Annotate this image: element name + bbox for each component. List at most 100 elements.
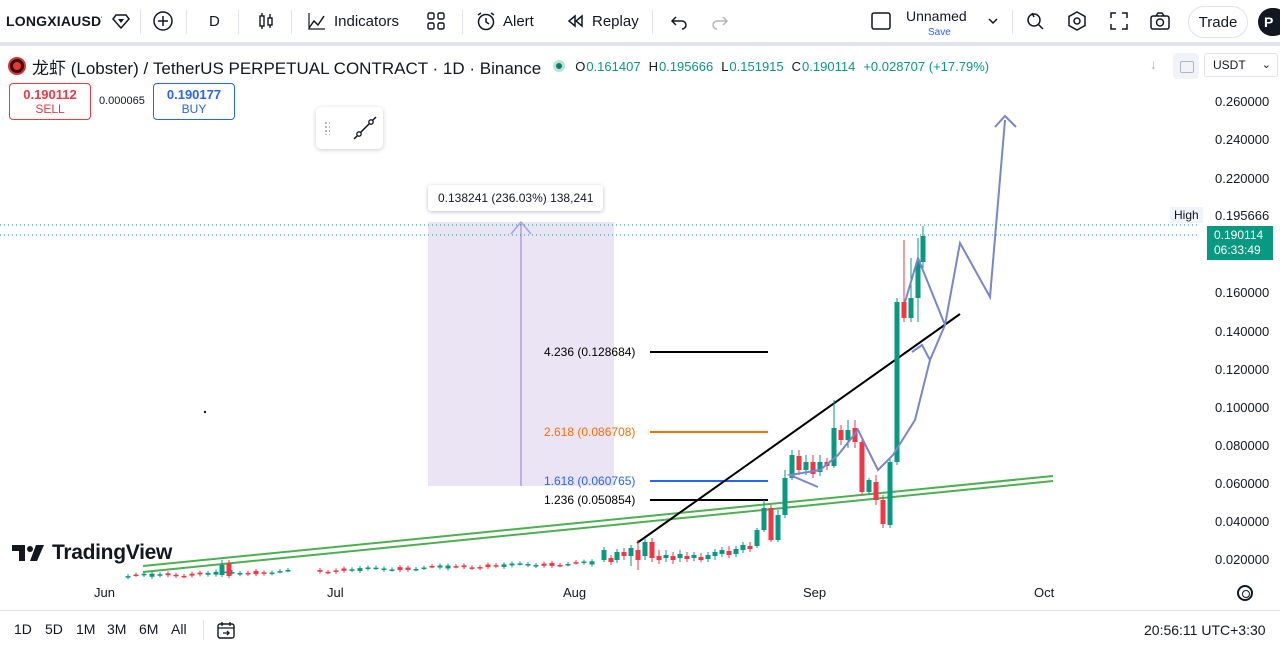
candle-body xyxy=(477,567,483,569)
range-1m[interactable]: 1M xyxy=(76,621,96,637)
candle-body xyxy=(810,462,816,474)
channel-line-upper[interactable] xyxy=(142,475,1054,567)
spread-value: 0.000065 xyxy=(99,95,145,107)
fullscreen-icon[interactable] xyxy=(1104,0,1134,42)
symbol-title[interactable]: 龙虾 (Lobster) / TetherUS PERPETUAL CONTRA… xyxy=(32,58,542,78)
open-value: 0.161407 xyxy=(586,58,641,74)
date-range-icon[interactable] xyxy=(215,619,237,641)
candle-body xyxy=(608,558,614,562)
redo-icon[interactable] xyxy=(705,0,735,42)
currency-selector[interactable]: USDT ⌄ xyxy=(1204,53,1278,77)
fib-label-1618: 1.618 (0.060765) xyxy=(544,474,636,488)
symbol-search-button[interactable]: LONGXIAUSDT xyxy=(6,13,102,29)
price-tick: 0.020000 xyxy=(1215,552,1270,567)
candle-body xyxy=(866,480,872,492)
chart-legend: 龙虾 (Lobster) / TetherUS PERPETUAL CONTRA… xyxy=(8,54,997,78)
price-tick: 0.240000 xyxy=(1215,132,1270,147)
candle-body xyxy=(493,565,499,567)
candle-body xyxy=(317,569,323,572)
bar-countdown: 06:33:49 xyxy=(1214,243,1261,257)
candle-body xyxy=(469,567,475,569)
candle-body xyxy=(533,564,539,567)
candle-body xyxy=(219,565,225,575)
trade-button[interactable]: Trade xyxy=(1188,6,1248,38)
projection-path[interactable] xyxy=(786,119,1006,488)
object-tree-icon[interactable] xyxy=(1173,53,1199,79)
download-arrow-icon[interactable]: ↓ xyxy=(1150,56,1157,72)
layouts-icon[interactable] xyxy=(421,0,451,42)
time-tick: Oct xyxy=(1034,585,1055,600)
candle-body xyxy=(754,530,760,546)
clock[interactable]: 20:56:11 UTC+3:30 xyxy=(1144,622,1266,638)
layout-save-label[interactable]: Save xyxy=(928,27,951,38)
camera-icon[interactable] xyxy=(1145,0,1175,42)
candle-body xyxy=(894,302,900,462)
settings-hexagon-icon[interactable] xyxy=(1062,0,1092,42)
range-5d[interactable]: 5D xyxy=(45,621,63,637)
candle-body xyxy=(747,546,753,549)
candle-body xyxy=(817,462,823,472)
candle-body xyxy=(325,571,331,574)
high-marker-value: 0.195666 xyxy=(1215,208,1270,223)
sell-label: SELL xyxy=(35,101,65,116)
channel-line-lower[interactable] xyxy=(142,480,1054,573)
drawing-toolbar[interactable] xyxy=(316,107,383,149)
candle-body xyxy=(229,572,235,574)
candle-body xyxy=(573,562,579,564)
buy-button[interactable]: 0.190177 BUY xyxy=(153,83,235,120)
alert-button[interactable]: Alert xyxy=(475,0,534,42)
candle-body xyxy=(908,298,914,318)
add-symbol-icon[interactable] xyxy=(148,0,178,42)
candle-body xyxy=(796,456,802,470)
candle-body xyxy=(245,572,251,575)
fib-label-2618: 2.618 (0.086708) xyxy=(544,425,636,439)
open-key: O xyxy=(575,58,586,74)
range-6m[interactable]: 6M xyxy=(139,621,159,637)
close-value: 0.190114 xyxy=(802,58,856,74)
candle-body xyxy=(269,572,275,575)
low-value: 0.151915 xyxy=(729,58,784,74)
candle-body xyxy=(581,561,587,564)
candle-body xyxy=(461,565,467,568)
chart-dot xyxy=(203,410,207,414)
avatar[interactable]: P xyxy=(1258,8,1280,36)
candle-body xyxy=(549,562,555,566)
brand-name: TradingView xyxy=(52,541,173,564)
undo-icon[interactable] xyxy=(664,0,694,42)
candle-body xyxy=(642,542,648,556)
range-3m[interactable]: 3M xyxy=(107,621,127,637)
trendline-tool-icon[interactable] xyxy=(350,113,380,143)
sell-button[interactable]: 0.190112 SELL xyxy=(9,83,91,120)
replay-button[interactable]: Replay xyxy=(564,0,639,42)
gear-icon[interactable] xyxy=(1237,585,1253,601)
candle-body xyxy=(133,574,139,577)
chevron-down-icon[interactable] xyxy=(978,0,1008,42)
range-1d[interactable]: 1D xyxy=(14,621,32,637)
candles xyxy=(125,226,926,580)
black-trendline[interactable] xyxy=(636,313,961,544)
candle-body xyxy=(429,565,435,568)
drag-handle-icon[interactable] xyxy=(324,121,330,135)
range-all[interactable]: All xyxy=(171,621,187,637)
candle-body xyxy=(614,552,620,560)
indicators-button[interactable]: Indicators xyxy=(306,0,399,42)
price-chart[interactable] xyxy=(0,80,1200,580)
candle-body xyxy=(149,573,155,577)
candle-body xyxy=(601,550,607,560)
candle-body xyxy=(649,542,655,558)
quick-search-icon[interactable] xyxy=(1020,0,1050,42)
projection-path-upper[interactable] xyxy=(904,254,946,326)
time-tick: Jul xyxy=(327,585,344,600)
candle-body xyxy=(445,565,451,569)
candle-body xyxy=(509,563,515,566)
candles-icon[interactable] xyxy=(251,0,281,42)
layout-name[interactable]: Unnamed xyxy=(906,8,967,24)
candle-body xyxy=(501,564,507,567)
candle-body xyxy=(887,462,893,525)
layout-checkbox-icon[interactable] xyxy=(866,0,896,42)
price-tick: 0.160000 xyxy=(1215,285,1270,300)
candle-body xyxy=(389,569,395,571)
interval-button[interactable]: D xyxy=(209,12,220,30)
diamond-icon[interactable] xyxy=(106,0,136,42)
candle-body xyxy=(381,568,387,570)
